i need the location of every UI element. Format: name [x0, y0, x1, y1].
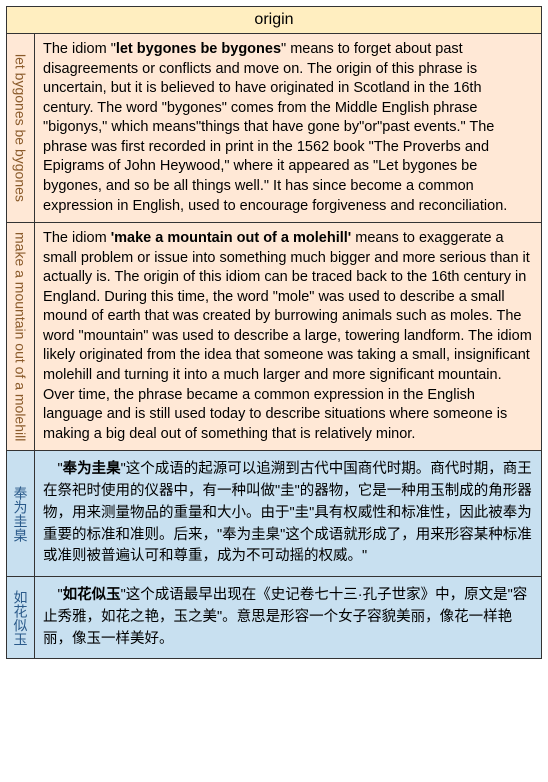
table-body: let bygones be bygonesThe idiom "let byg… — [7, 34, 542, 659]
table-row: make a mountain out of a molehillThe idi… — [7, 223, 542, 451]
table-row: let bygones be bygonesThe idiom "let byg… — [7, 34, 542, 223]
table-row: 如花似玉 "如花似玉"这个成语最早出现在《史记卷七十三·孔子世家》中，原文是"容… — [7, 577, 542, 659]
row-content: "奉为圭臬"这个成语的起源可以追溯到古代中国商代时期。商代时期，商王在祭祀时使用… — [35, 451, 542, 577]
row-label: let bygones be bygones — [7, 34, 35, 223]
row-content: "如花似玉"这个成语最早出现在《史记卷七十三·孔子世家》中，原文是"容止秀雅，如… — [35, 577, 542, 659]
idiom-origin-table: origin let bygones be bygonesThe idiom "… — [6, 6, 542, 659]
table-row: 奉为圭臬 "奉为圭臬"这个成语的起源可以追溯到古代中国商代时期。商代时期，商王在… — [7, 451, 542, 577]
table-header-origin: origin — [7, 7, 542, 34]
row-label: make a mountain out of a molehill — [7, 223, 35, 451]
row-content: The idiom 'make a mountain out of a mole… — [35, 223, 542, 451]
row-label: 奉为圭臬 — [7, 451, 35, 577]
row-label: 如花似玉 — [7, 577, 35, 659]
row-content: The idiom "let bygones be bygones" means… — [35, 34, 542, 223]
idiom-origin-table-container: origin let bygones be bygonesThe idiom "… — [0, 0, 548, 665]
